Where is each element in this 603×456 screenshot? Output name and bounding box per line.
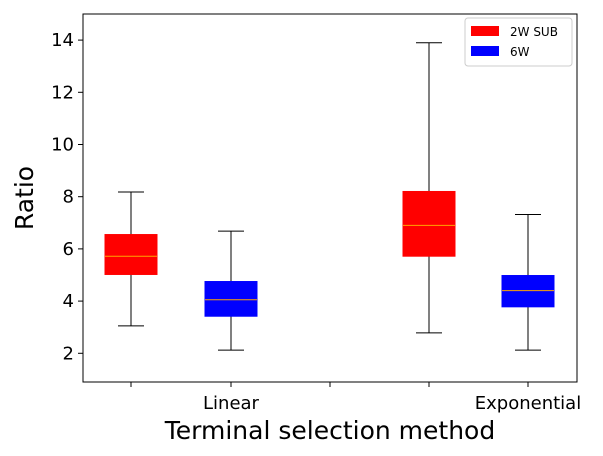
- x-axis-title: Terminal selection method: [164, 416, 495, 445]
- legend-label-6w: 6W: [510, 45, 530, 59]
- y-axis: 2 4 6 8 10 12 14: [51, 30, 83, 364]
- box-series: [104, 42, 555, 351]
- box-body-2w-sub-exponential: [402, 190, 456, 257]
- y-tick-label-12: 12: [51, 82, 74, 103]
- plot-area: [82, 13, 578, 383]
- x-axis: Linear Exponential: [130, 382, 581, 414]
- x-category-label-linear: Linear: [203, 393, 260, 414]
- box-2w-sub-linear: [104, 191, 158, 327]
- box-2w-sub-exponential: [402, 42, 456, 334]
- x-category-label-exponential: Exponential: [475, 393, 581, 414]
- legend-label-2w-sub: 2W SUB: [510, 25, 558, 39]
- legend-swatch-6w: [471, 46, 499, 56]
- box-6w-exponential: [501, 213, 555, 351]
- y-tick-label-2: 2: [63, 343, 74, 364]
- legend-swatch-2w-sub: [471, 26, 499, 36]
- box-body-6w-exponential: [501, 275, 555, 308]
- box-body-6w-linear: [204, 281, 258, 317]
- y-tick-label-14: 14: [51, 30, 74, 51]
- y-axis-title: Ratio: [10, 166, 39, 230]
- y-tick-label-4: 4: [63, 291, 74, 312]
- box-6w-linear: [204, 230, 258, 351]
- y-tick-label-8: 8: [63, 187, 74, 208]
- y-tick-label-10: 10: [51, 134, 74, 155]
- box-body-2w-sub-linear: [104, 234, 158, 275]
- y-tick-label-6: 6: [63, 239, 74, 260]
- legend: 2W SUB 6W: [464, 17, 573, 67]
